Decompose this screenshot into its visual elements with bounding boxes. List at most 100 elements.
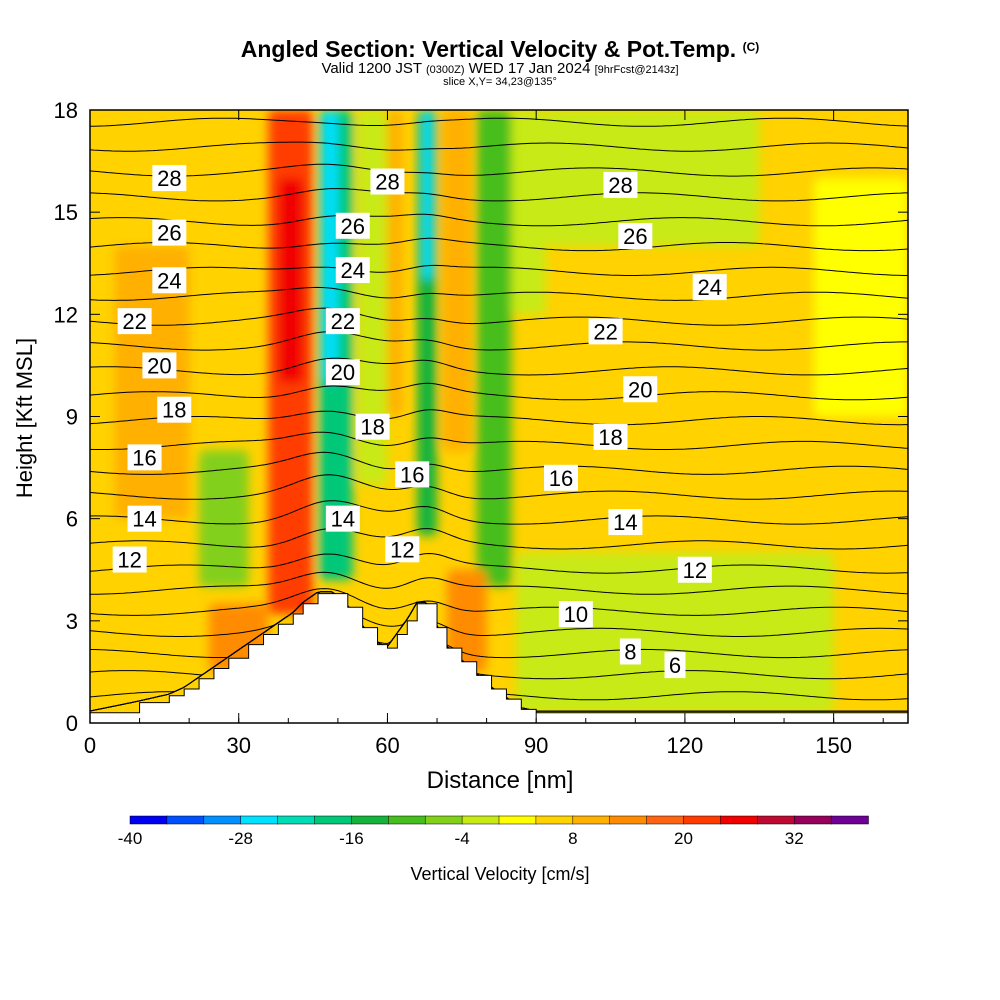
theta-contour <box>90 188 908 202</box>
contour-label: 14 <box>132 507 156 532</box>
colorbar-tick-label: 8 <box>568 829 577 848</box>
contour-label: 6 <box>669 653 681 678</box>
slice-info: slice X,Y= 34,23@135° <box>443 76 557 88</box>
theta-contour <box>90 474 908 500</box>
x-axis-label: Distance [nm] <box>426 767 574 794</box>
title-unit-mark: (C) <box>742 40 760 54</box>
contour-label-box <box>117 308 152 335</box>
chart-title: Angled Section: Vertical Velocity & Pot.… <box>0 34 1000 62</box>
y-tick-label: 18 <box>54 98 78 123</box>
contour-label: 12 <box>683 558 707 583</box>
contour-label-box <box>127 505 162 532</box>
contour-label-box <box>619 638 641 665</box>
colorbar-swatch <box>793 815 832 825</box>
contour-label: 20 <box>331 360 355 385</box>
contour-label: 24 <box>697 275 721 300</box>
contour-label-box <box>157 396 192 423</box>
x-tick-label: 150 <box>815 733 852 758</box>
contour-label-box <box>677 556 712 583</box>
colorbar-tick-label: -16 <box>339 829 364 848</box>
velocity-region <box>546 110 760 247</box>
theta-contour <box>90 307 908 326</box>
contour-label: 26 <box>623 224 647 249</box>
colorbar-swatch <box>240 815 279 825</box>
colorbar-swatch <box>129 815 168 825</box>
contour-label: 22 <box>122 309 146 334</box>
colorbar: -40 -28 -16 -4 8 20 32 <box>118 815 869 848</box>
contour-label: 28 <box>608 173 632 198</box>
theta-contour <box>90 141 908 152</box>
y-tick-label: 15 <box>54 200 78 225</box>
colorbar-swatch <box>424 815 463 825</box>
theta-contour <box>90 431 908 450</box>
y-tick-label: 12 <box>54 302 78 327</box>
colorbar-swatch <box>277 815 316 825</box>
velocity-region <box>446 569 487 672</box>
colorbar-swatch <box>720 815 759 825</box>
x-tick-label: 0 <box>84 733 96 758</box>
velocity-region <box>813 178 908 417</box>
colorbar-tick-label: 20 <box>674 829 693 848</box>
theta-contour <box>90 163 908 177</box>
theta-contour <box>90 117 908 127</box>
colorbar-label: Vertical Velocity [cm/s] <box>410 864 590 884</box>
theta-contour <box>90 571 908 595</box>
contour-label-box <box>664 652 686 679</box>
colorbar-tick-label: -28 <box>228 829 253 848</box>
contour-label-box <box>325 308 360 335</box>
contour-label: 14 <box>331 507 355 532</box>
theta-contour <box>90 237 908 252</box>
forecast-info: [9hrFcst@2143z] <box>594 64 679 76</box>
contour-label: 24 <box>157 268 181 293</box>
velocity-region <box>323 110 338 383</box>
contour-label: 12 <box>390 537 414 562</box>
colorbar-swatch <box>830 815 869 825</box>
contour-label: 22 <box>331 309 355 334</box>
contour-label-box <box>603 171 638 198</box>
contour-label-box <box>152 219 187 246</box>
theta-contour <box>90 451 908 475</box>
contour-label-box <box>370 168 405 195</box>
contour-label-box <box>692 274 727 301</box>
colorbar-swatch <box>388 815 426 825</box>
contour-label-box <box>623 376 658 403</box>
colorbar-swatch <box>314 815 353 825</box>
contour-label: 20 <box>628 377 652 402</box>
velocity-region <box>422 110 433 281</box>
colorbar-swatch <box>351 815 390 825</box>
colorbar-tick-label: 32 <box>785 829 804 848</box>
colorbar-swatch <box>646 815 685 825</box>
contour-label-box <box>593 423 628 450</box>
contour-label: 20 <box>147 353 171 378</box>
contour-label-box <box>112 546 147 573</box>
contour-label: 28 <box>157 166 181 191</box>
contour-label: 22 <box>593 319 617 344</box>
axes: 0 30 60 90 120 150 0 3 6 9 12 15 18 <box>54 98 908 758</box>
y-tick-label: 0 <box>66 711 78 736</box>
velocity-region <box>387 110 403 417</box>
pot-temp-contours <box>90 117 908 712</box>
colorbar-swatch <box>166 815 205 825</box>
contour-label: 28 <box>375 170 399 195</box>
contour-label-box <box>385 536 420 563</box>
velocity-region <box>511 110 547 315</box>
contour-label-box <box>588 318 623 345</box>
theta-contour <box>90 588 908 616</box>
contour-label: 18 <box>162 398 186 423</box>
theta-contour <box>90 500 908 525</box>
y-tick-label: 6 <box>66 507 78 532</box>
theta-contour <box>90 357 908 376</box>
contour-label-box <box>558 601 593 628</box>
contour-label-box <box>335 257 370 284</box>
contour-label: 24 <box>341 258 365 283</box>
contour-label-box <box>152 165 187 192</box>
contour-label-box <box>335 212 370 239</box>
theta-contour <box>90 591 908 659</box>
contour-label-box <box>142 352 177 379</box>
chart-title-text: Angled Section: Vertical Velocity & Pot.… <box>240 36 737 62</box>
contour-label: 10 <box>564 602 588 627</box>
contour-label: 16 <box>549 466 573 491</box>
theta-contour <box>90 331 908 351</box>
contour-label: 26 <box>157 221 181 246</box>
